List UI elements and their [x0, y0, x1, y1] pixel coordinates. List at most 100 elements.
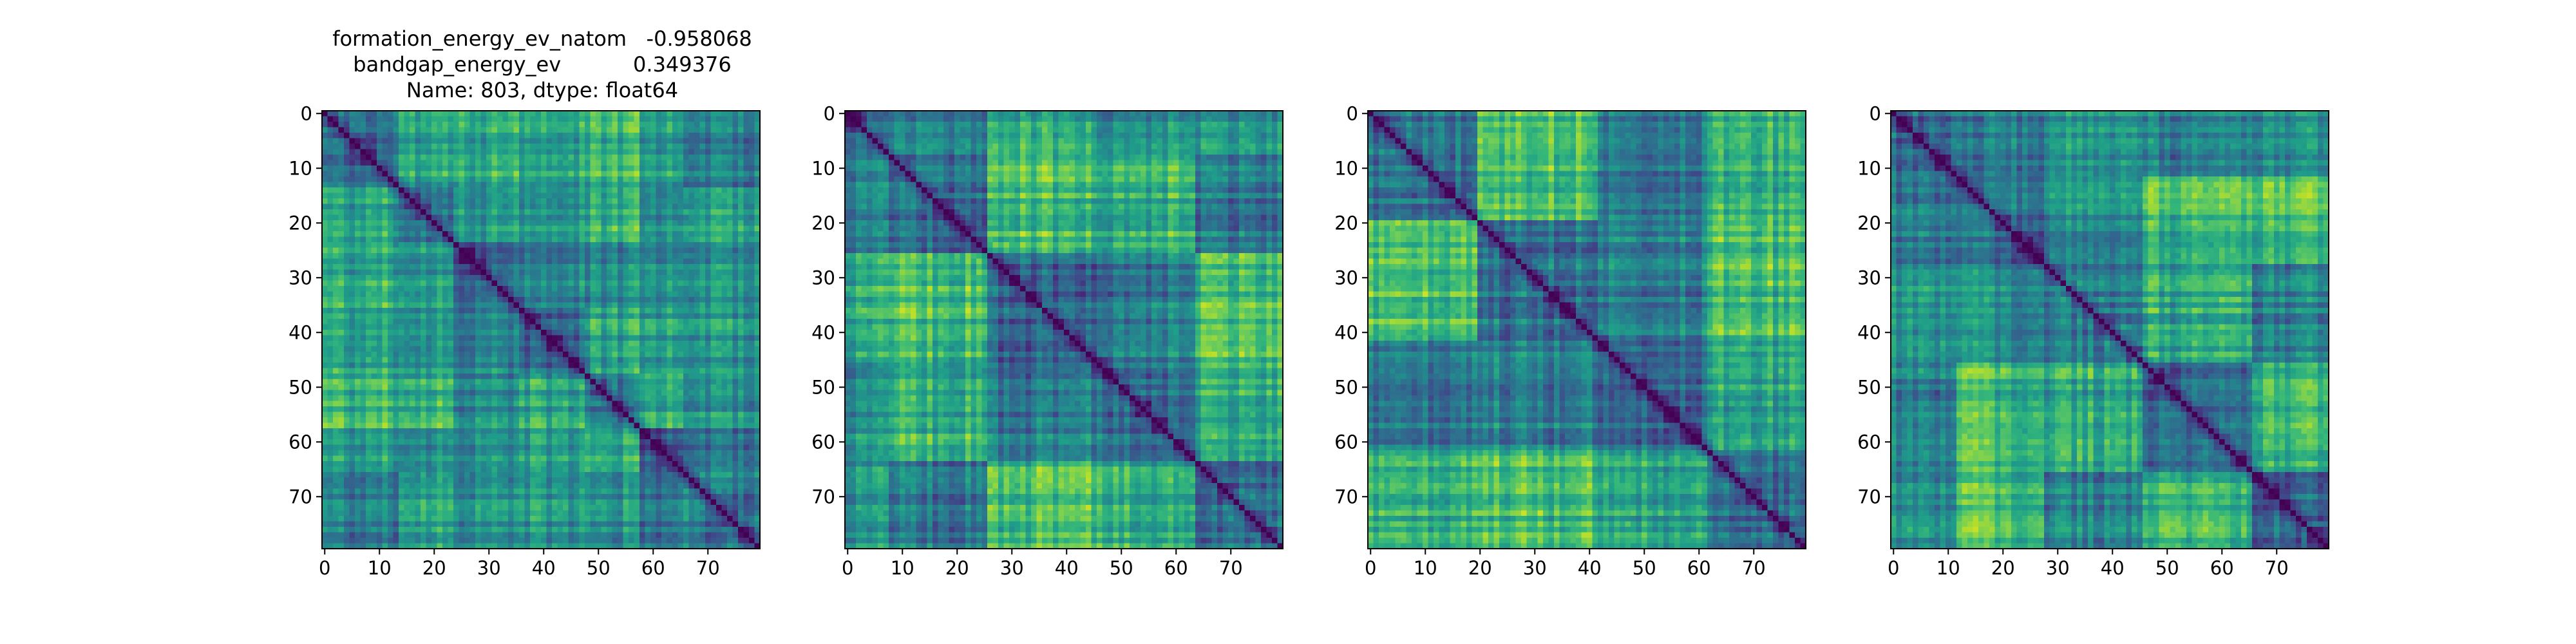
heatmap-cell — [601, 336, 607, 341]
heatmap-cell — [585, 193, 591, 199]
heatmap-cell — [519, 133, 525, 138]
heatmap-cell — [656, 171, 662, 177]
heatmap-cell — [552, 384, 558, 390]
heatmap-cell — [497, 406, 503, 412]
heatmap-cell — [694, 111, 700, 117]
heatmap-cell — [448, 428, 454, 434]
heatmap-cell — [372, 204, 377, 210]
heatmap-cell — [399, 357, 404, 363]
heatmap-cell — [530, 281, 536, 287]
heatmap-cell — [618, 171, 623, 177]
heatmap-cell — [711, 259, 717, 265]
heatmap-cell — [672, 341, 678, 346]
heatmap-cell — [383, 434, 388, 440]
heatmap-cell — [536, 209, 542, 215]
heatmap-cell — [634, 160, 640, 166]
heatmap-cell — [388, 384, 393, 390]
heatmap-cell — [530, 346, 536, 352]
heatmap-cell — [694, 220, 700, 226]
heatmap-cell — [694, 171, 700, 177]
heatmap-cell — [639, 248, 645, 254]
heatmap-cell — [514, 231, 520, 237]
heatmap-cell — [645, 417, 651, 423]
heatmap-cell — [377, 390, 383, 396]
heatmap-cell — [645, 215, 651, 221]
heatmap-cell — [563, 111, 569, 117]
heatmap-cell — [437, 390, 443, 396]
heatmap-cell — [525, 117, 531, 122]
heatmap-cell — [481, 204, 487, 210]
heatmap-cell — [629, 231, 634, 237]
heatmap-cell — [366, 357, 372, 363]
heatmap-cell — [591, 193, 596, 199]
heatmap-cell — [497, 363, 503, 368]
heatmap-cell — [344, 155, 350, 160]
heatmap-cell — [426, 423, 432, 429]
heatmap-cell — [355, 395, 361, 401]
heatmap-cell — [733, 314, 739, 319]
heatmap-cell — [442, 325, 448, 330]
heatmap-cell — [683, 264, 689, 270]
heatmap-cell — [552, 423, 558, 429]
heatmap-cell — [350, 374, 355, 379]
heatmap-cell — [431, 209, 437, 215]
heatmap-cell — [552, 237, 558, 243]
heatmap-cell — [470, 434, 476, 440]
heatmap-cell — [585, 319, 591, 325]
heatmap-cell — [442, 303, 448, 308]
heatmap-cell — [596, 434, 601, 440]
heatmap-cell — [678, 242, 684, 248]
heatmap-cell — [514, 308, 520, 314]
heatmap-cell — [431, 428, 437, 434]
heatmap-cell — [350, 330, 355, 336]
heatmap-cell — [563, 204, 569, 210]
heatmap-cell — [711, 144, 717, 149]
heatmap-cell — [448, 336, 454, 341]
heatmap-cell — [530, 209, 536, 215]
heatmap-cell — [689, 303, 695, 308]
heatmap-cell — [661, 314, 667, 319]
heatmap-cell — [574, 395, 580, 401]
heatmap-cell — [344, 242, 350, 248]
heatmap-cell — [585, 281, 591, 287]
heatmap-cell — [322, 401, 328, 407]
heatmap-cell — [618, 390, 623, 396]
heatmap-cell — [547, 346, 553, 352]
heatmap-cell — [612, 209, 618, 215]
heatmap-cell — [383, 368, 388, 374]
heatmap-cell — [431, 275, 437, 281]
heatmap-cell — [486, 401, 492, 407]
heatmap-cell — [618, 412, 623, 418]
heatmap-cell — [700, 215, 706, 221]
heatmap-cell — [569, 395, 574, 401]
heatmap-cell — [694, 122, 700, 128]
heatmap-cell — [388, 187, 393, 193]
heatmap-cell — [601, 155, 607, 160]
heatmap-cell — [536, 237, 542, 243]
heatmap-cell — [694, 133, 700, 138]
heatmap-cell — [744, 341, 750, 346]
heatmap-cell — [525, 325, 531, 330]
heatmap-cell — [492, 204, 498, 210]
heatmap-cell — [519, 209, 525, 215]
heatmap-cell — [361, 330, 366, 336]
heatmap-cell — [322, 171, 328, 177]
heatmap-cell — [410, 368, 415, 374]
heatmap-cell — [650, 417, 656, 423]
heatmap-cell — [372, 138, 377, 144]
heatmap-cell — [667, 187, 673, 193]
heatmap-cell — [563, 314, 569, 319]
heatmap-cell — [470, 128, 476, 133]
heatmap-cell — [650, 368, 656, 374]
heatmap-cell — [388, 182, 393, 188]
heatmap-cell — [612, 341, 618, 346]
heatmap-cell — [437, 330, 443, 336]
heatmap-cell — [361, 149, 366, 155]
heatmap-cell — [366, 204, 372, 210]
heatmap-cell — [738, 248, 744, 254]
heatmap-cell — [350, 226, 355, 232]
heatmap-cell — [361, 198, 366, 204]
heatmap-cell — [344, 149, 350, 155]
heatmap-cell — [339, 390, 345, 396]
heatmap-cell — [716, 401, 722, 407]
